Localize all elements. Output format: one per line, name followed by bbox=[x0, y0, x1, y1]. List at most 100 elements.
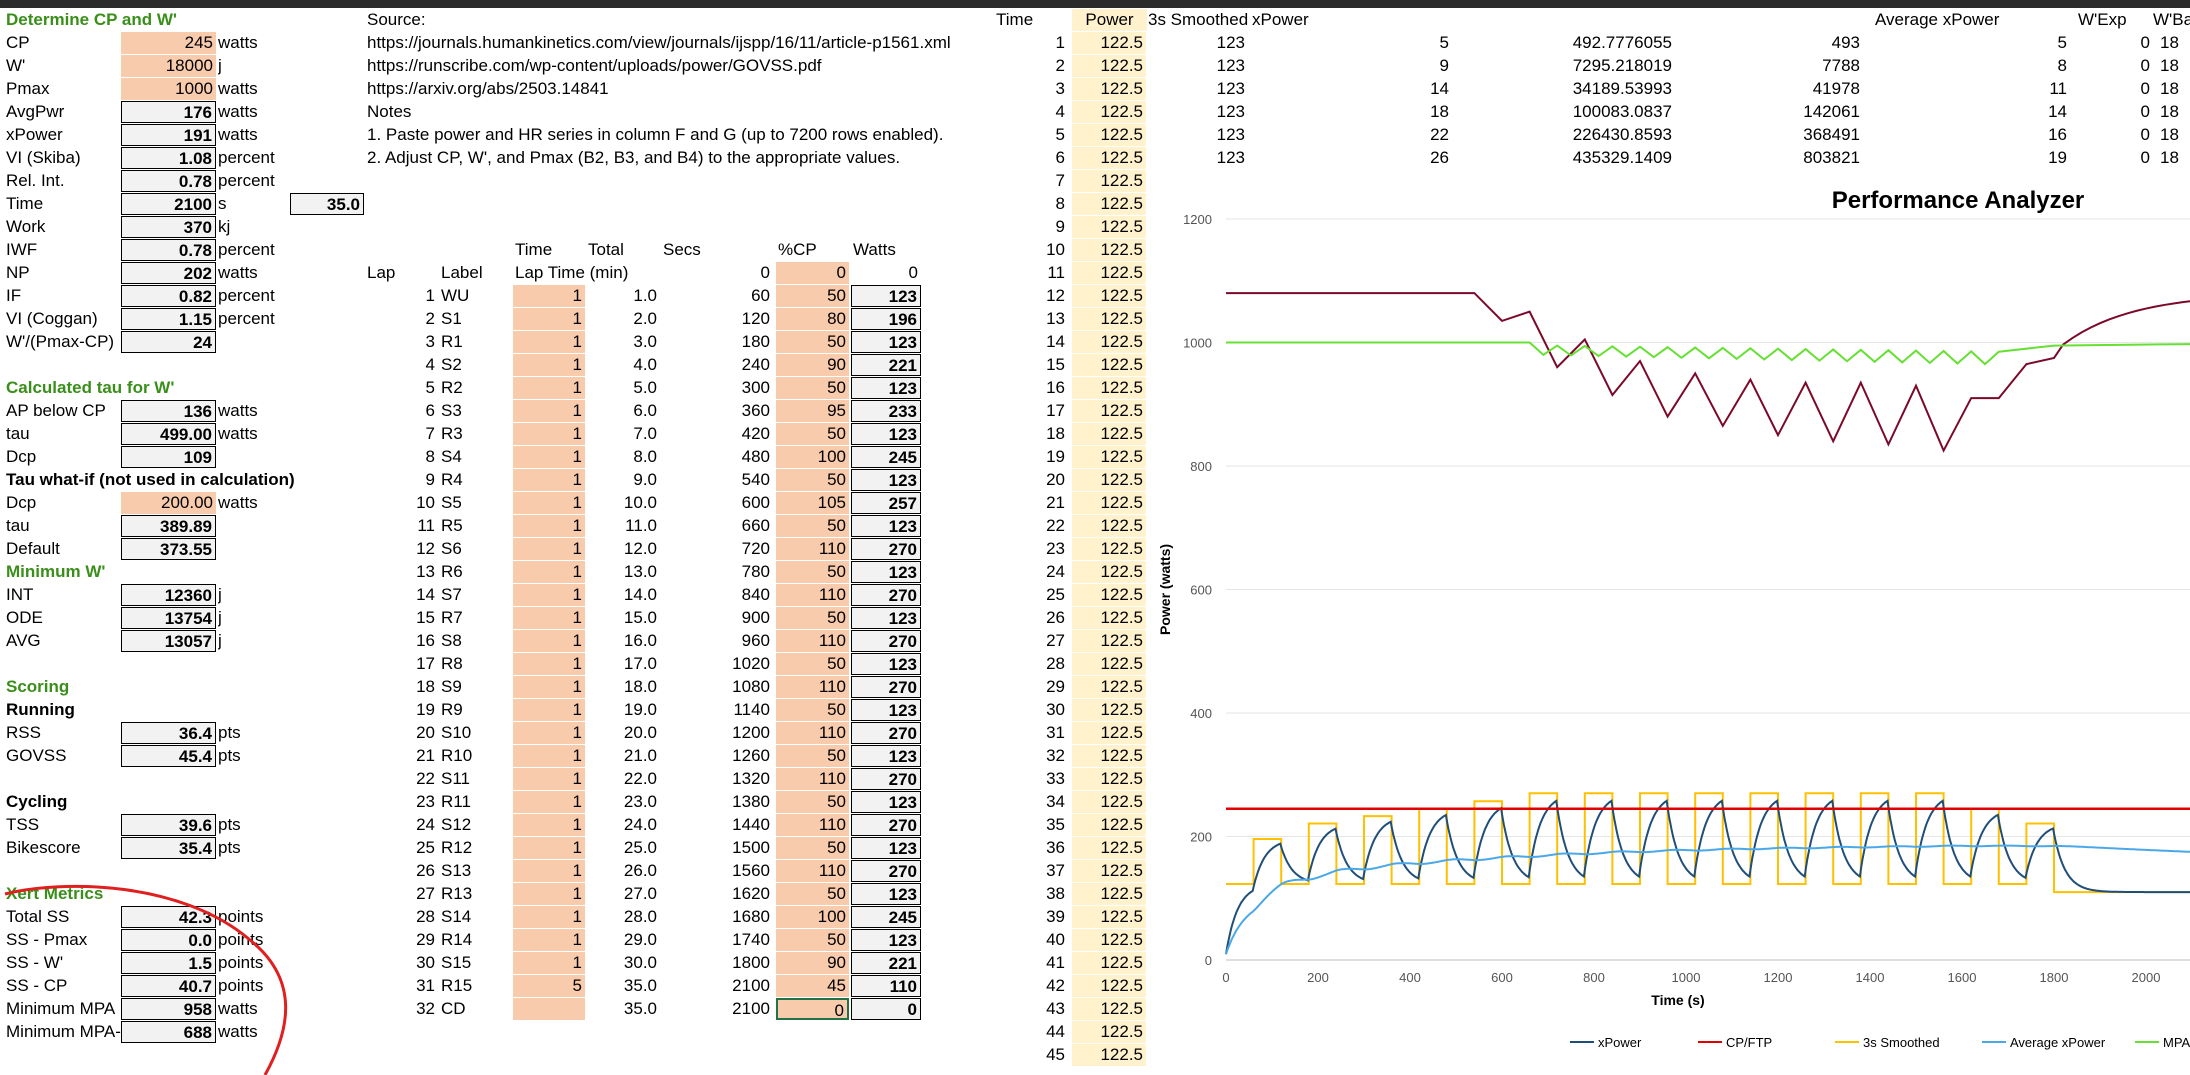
series-power[interactable]: 122.5 bbox=[1072, 469, 1146, 491]
performance-chart[interactable]: Performance Analyzer 0 200 400 600 800 1000 120… bbox=[1148, 170, 2190, 1070]
tau-value[interactable]: 499.00 bbox=[121, 423, 216, 445]
series-power[interactable]: 122.5 bbox=[1072, 676, 1146, 698]
lap-time-input[interactable]: 1 bbox=[513, 400, 585, 422]
lap-time-input[interactable]: 1 bbox=[513, 285, 585, 307]
series-power[interactable]: 122.5 bbox=[1072, 216, 1146, 238]
series-power[interactable]: 122.5 bbox=[1072, 32, 1146, 54]
series-power[interactable]: 122.5 bbox=[1072, 285, 1146, 307]
lap-time-input[interactable]: 1 bbox=[513, 331, 585, 353]
whatif-value[interactable]: 389.89 bbox=[121, 515, 216, 537]
series-power[interactable]: 122.5 bbox=[1072, 906, 1146, 928]
series-power[interactable]: 122.5 bbox=[1072, 400, 1146, 422]
lap-pcp-input[interactable]: 50 bbox=[776, 653, 849, 675]
param-value[interactable]: 0.78 bbox=[121, 239, 216, 261]
param-value[interactable]: 0.82 bbox=[121, 285, 216, 307]
series-power[interactable]: 122.5 bbox=[1072, 193, 1146, 215]
param-value[interactable]: 176 bbox=[121, 101, 216, 123]
series-power[interactable]: 122.5 bbox=[1072, 929, 1146, 951]
series-power[interactable]: 122.5 bbox=[1072, 538, 1146, 560]
lap-time-input[interactable]: 1 bbox=[513, 814, 585, 836]
series-power[interactable]: 122.5 bbox=[1072, 1021, 1146, 1043]
series-power[interactable]: 122.5 bbox=[1072, 653, 1146, 675]
xert-value[interactable]: 1.5 bbox=[121, 952, 216, 974]
series-power[interactable]: 122.5 bbox=[1072, 768, 1146, 790]
series-power[interactable]: 122.5 bbox=[1072, 952, 1146, 974]
lap-pcp-input[interactable]: 110 bbox=[776, 814, 849, 836]
lap-pcp-input[interactable]: 50 bbox=[776, 331, 849, 353]
lap-time-input[interactable]: 1 bbox=[513, 515, 585, 537]
lap-pcp-input[interactable]: 105 bbox=[776, 492, 849, 514]
lap-time-input[interactable]: 1 bbox=[513, 538, 585, 560]
series-power[interactable]: 122.5 bbox=[1072, 699, 1146, 721]
tau-value[interactable]: 136 bbox=[121, 400, 216, 422]
source-link[interactable]: https://journals.humankinetics.com/view/… bbox=[367, 33, 951, 52]
series-power[interactable]: 122.5 bbox=[1072, 607, 1146, 629]
xert-value[interactable]: 42.3 bbox=[121, 906, 216, 928]
series-power[interactable]: 122.5 bbox=[1072, 883, 1146, 905]
param-value[interactable]: 245 bbox=[121, 32, 216, 54]
series-power[interactable]: 122.5 bbox=[1072, 124, 1146, 146]
series-power[interactable]: 122.5 bbox=[1072, 837, 1146, 859]
running-value[interactable]: 45.4 bbox=[121, 745, 216, 767]
lap-pcp-input[interactable]: 110 bbox=[776, 538, 849, 560]
lap-time-input[interactable]: 1 bbox=[513, 699, 585, 721]
lap-pcp-input[interactable]: 110 bbox=[776, 630, 849, 652]
xert-value[interactable]: 40.7 bbox=[121, 975, 216, 997]
param-value[interactable]: 1.15 bbox=[121, 308, 216, 330]
lap-time-input[interactable]: 1 bbox=[513, 722, 585, 744]
lap-time-input[interactable]: 1 bbox=[513, 952, 585, 974]
series-power[interactable]: 122.5 bbox=[1072, 377, 1146, 399]
series-power[interactable]: 122.5 bbox=[1072, 101, 1146, 123]
lap-time-input[interactable]: 1 bbox=[513, 377, 585, 399]
series-power[interactable]: 122.5 bbox=[1072, 239, 1146, 261]
param-value[interactable]: 202 bbox=[121, 262, 216, 284]
lap-pcp-input[interactable]: 110 bbox=[776, 860, 849, 882]
series-power[interactable]: 122.5 bbox=[1072, 331, 1146, 353]
source-link[interactable]: https://runscribe.com/wp-content/uploads… bbox=[367, 56, 822, 75]
minw-value[interactable]: 13057 bbox=[121, 630, 216, 652]
lap-time-input[interactable]: 1 bbox=[513, 561, 585, 583]
lap-time-input[interactable] bbox=[513, 998, 585, 1020]
lap-time-input[interactable]: 1 bbox=[513, 492, 585, 514]
series-power[interactable]: 122.5 bbox=[1072, 354, 1146, 376]
lap-pcp-input[interactable]: 50 bbox=[776, 515, 849, 537]
series-power[interactable]: 122.5 bbox=[1072, 262, 1146, 284]
lap-time-input[interactable]: 1 bbox=[513, 676, 585, 698]
source-link[interactable]: https://arxiv.org/abs/2503.14841 bbox=[367, 79, 609, 98]
lap-pcp-input[interactable]: 50 bbox=[776, 423, 849, 445]
lap-pcp-input[interactable]: 100 bbox=[776, 906, 849, 928]
lap-time-input[interactable]: 1 bbox=[513, 883, 585, 905]
param-value[interactable]: 370 bbox=[121, 216, 216, 238]
lap-pcp-input[interactable]: 50 bbox=[776, 699, 849, 721]
param-value[interactable]: 1.08 bbox=[121, 147, 216, 169]
param-value[interactable]: 0.78 bbox=[121, 170, 216, 192]
cycling-value[interactable]: 35.4 bbox=[121, 837, 216, 859]
lap-time-input[interactable]: 1 bbox=[513, 929, 585, 951]
zero-pcp[interactable]: 0 bbox=[776, 262, 849, 284]
lap-time-input[interactable]: 1 bbox=[513, 423, 585, 445]
param-value[interactable]: 24 bbox=[121, 331, 216, 353]
cycling-value[interactable]: 39.6 bbox=[121, 814, 216, 836]
lap-pcp-input[interactable]: 110 bbox=[776, 768, 849, 790]
series-power[interactable]: 122.5 bbox=[1072, 308, 1146, 330]
lap-time-input[interactable]: 1 bbox=[513, 630, 585, 652]
whatif-value[interactable]: 373.55 bbox=[121, 538, 216, 560]
lap-time-input[interactable]: 1 bbox=[513, 837, 585, 859]
lap-time-input[interactable]: 1 bbox=[513, 607, 585, 629]
series-power[interactable]: 122.5 bbox=[1072, 561, 1146, 583]
series-power[interactable]: 122.5 bbox=[1072, 745, 1146, 767]
series-power[interactable]: 122.5 bbox=[1072, 515, 1146, 537]
param-value[interactable]: 191 bbox=[121, 124, 216, 146]
lap-pcp-input[interactable]: 45 bbox=[776, 975, 849, 997]
lap-time-input[interactable]: 1 bbox=[513, 860, 585, 882]
lap-time-input[interactable]: 1 bbox=[513, 308, 585, 330]
lap-pcp-input[interactable]: 80 bbox=[776, 308, 849, 330]
lap-pcp-input[interactable]: 50 bbox=[776, 285, 849, 307]
lap-pcp-input[interactable]: 95 bbox=[776, 400, 849, 422]
lap-pcp-input[interactable]: 50 bbox=[776, 607, 849, 629]
series-power[interactable]: 122.5 bbox=[1072, 722, 1146, 744]
lap-pcp-input[interactable]: 50 bbox=[776, 837, 849, 859]
lap-pcp-input[interactable]: 50 bbox=[776, 745, 849, 767]
lap-pcp-input[interactable]: 110 bbox=[776, 722, 849, 744]
running-value[interactable]: 36.4 bbox=[121, 722, 216, 744]
